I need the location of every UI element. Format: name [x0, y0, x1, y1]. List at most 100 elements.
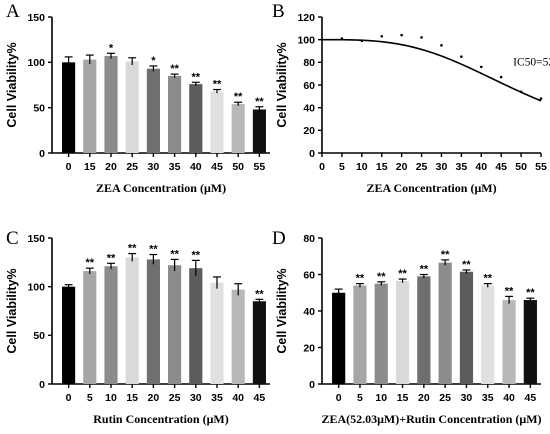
significance-marker: **: [107, 252, 116, 264]
x-tick-label: 0: [66, 161, 72, 173]
data-point: [380, 34, 384, 38]
significance-marker: **: [170, 63, 179, 75]
y-tick-label: 60: [303, 269, 315, 281]
bar: [125, 61, 139, 153]
bar: [459, 271, 474, 384]
bar: [332, 292, 346, 384]
x-tick-label: 25: [126, 161, 138, 173]
y-tick-label: 150: [27, 12, 45, 24]
bar: [104, 266, 118, 384]
x-tick-label: 5: [87, 392, 93, 404]
bar: [125, 257, 139, 384]
x-tick-label: 25: [439, 392, 451, 404]
x-tick-label: 50: [515, 161, 527, 173]
x-tick-label: 5: [357, 392, 363, 404]
significance-marker: **: [255, 288, 264, 300]
x-tick-label: 45: [254, 392, 266, 404]
data-point: [460, 55, 463, 58]
fit-chart-panel-B: B 0 20 40 60 80 100 120 Cell Viability% 0 5 10 15 20 2…: [272, 1, 550, 195]
y-axis-label: Cell Viability%: [275, 42, 289, 127]
significance-marker: *: [151, 55, 156, 67]
bar: [83, 59, 97, 153]
significance-marker: **: [192, 71, 201, 83]
bar: [353, 285, 367, 384]
y-tick-label: 80: [303, 233, 315, 245]
x-axis-label: ZEA(52.03μM)+Rutin Concentration (μM): [321, 412, 541, 426]
y-tick-label: 40: [303, 102, 315, 114]
x-tick-label: 40: [475, 161, 487, 173]
y-axis-label: Cell Viability%: [5, 42, 19, 127]
bar: [374, 283, 388, 384]
data-point: [479, 65, 483, 69]
data-point: [340, 37, 344, 40]
x-tick-label: 10: [375, 392, 387, 404]
significance-marker: **: [170, 248, 179, 260]
bar: [168, 265, 182, 384]
data-point: [440, 44, 443, 47]
y-tick-label: 120: [297, 12, 315, 24]
y-tick-label: 20: [303, 342, 315, 354]
bar: [168, 75, 182, 153]
x-axis-label: ZEA Concentration (μM): [96, 181, 226, 195]
x-tick-label: 10: [356, 161, 368, 173]
x-tick-label: 35: [456, 161, 468, 173]
significance-marker: **: [462, 259, 471, 271]
x-tick-label: 40: [503, 392, 515, 404]
bar: [395, 280, 410, 384]
bar: [417, 276, 431, 384]
significance-marker: **: [213, 79, 222, 91]
bar-chart-panel-A: A 0 50 100 150 Cell Viability% 0 15 20 * 25 30 * 35 **…: [5, 1, 270, 195]
x-tick-label: 0: [336, 392, 342, 404]
bar: [210, 91, 224, 153]
y-tick-label: 40: [303, 306, 315, 318]
x-tick-label: 5: [339, 161, 345, 173]
significance-marker: **: [128, 243, 137, 255]
x-tick-label: 20: [105, 161, 117, 173]
bar: [502, 300, 516, 384]
significance-marker: **: [505, 285, 514, 297]
significance-marker: **: [149, 244, 158, 256]
bar-chart-panel-D: D 0 20 40 60 80 Cell Viability% 0 5 ** 10 ** 15 ** 20 *…: [272, 228, 542, 426]
y-tick-label: 100: [27, 281, 45, 293]
x-tick-label: 30: [461, 392, 473, 404]
x-tick-label: 40: [190, 161, 202, 173]
x-tick-label: 10: [105, 392, 117, 404]
x-tick-label: 35: [211, 392, 223, 404]
y-tick-label: 80: [303, 57, 315, 69]
significance-marker: **: [234, 91, 243, 103]
x-tick-label: 15: [376, 161, 388, 173]
x-tick-label: 0: [66, 392, 72, 404]
y-tick-label: 50: [33, 330, 45, 342]
significance-marker: *: [109, 42, 114, 54]
significance-marker: **: [526, 287, 535, 299]
x-tick-label: 25: [416, 161, 428, 173]
x-tick-label: 20: [418, 392, 430, 404]
significance-marker: **: [255, 96, 264, 108]
bar: [231, 289, 245, 384]
bar: [146, 259, 160, 384]
bar: [104, 55, 118, 154]
data-point: [400, 33, 403, 37]
significance-marker: **: [377, 271, 386, 283]
x-tick-label: 30: [148, 161, 160, 173]
bar: [146, 68, 160, 153]
y-tick-label: 0: [39, 148, 45, 160]
bar: [231, 104, 245, 153]
x-tick-label: 20: [396, 161, 408, 173]
x-tick-label: 15: [84, 161, 96, 173]
y-tick-label: 0: [309, 379, 315, 391]
fit-curve: [322, 38, 542, 102]
x-tick-label: 50: [232, 161, 244, 173]
x-tick-label: 0: [319, 161, 325, 173]
x-tick-label: 15: [126, 392, 138, 404]
significance-marker: **: [483, 273, 492, 285]
bar: [189, 268, 203, 384]
bar: [438, 262, 452, 384]
bar: [252, 109, 266, 153]
data-point: [360, 39, 364, 43]
x-tick-label: 35: [482, 392, 494, 404]
x-axis-label: Rutin Concentration (μM): [93, 412, 228, 426]
y-axis-label: Cell Viability%: [5, 268, 19, 353]
data-point: [539, 97, 543, 100]
